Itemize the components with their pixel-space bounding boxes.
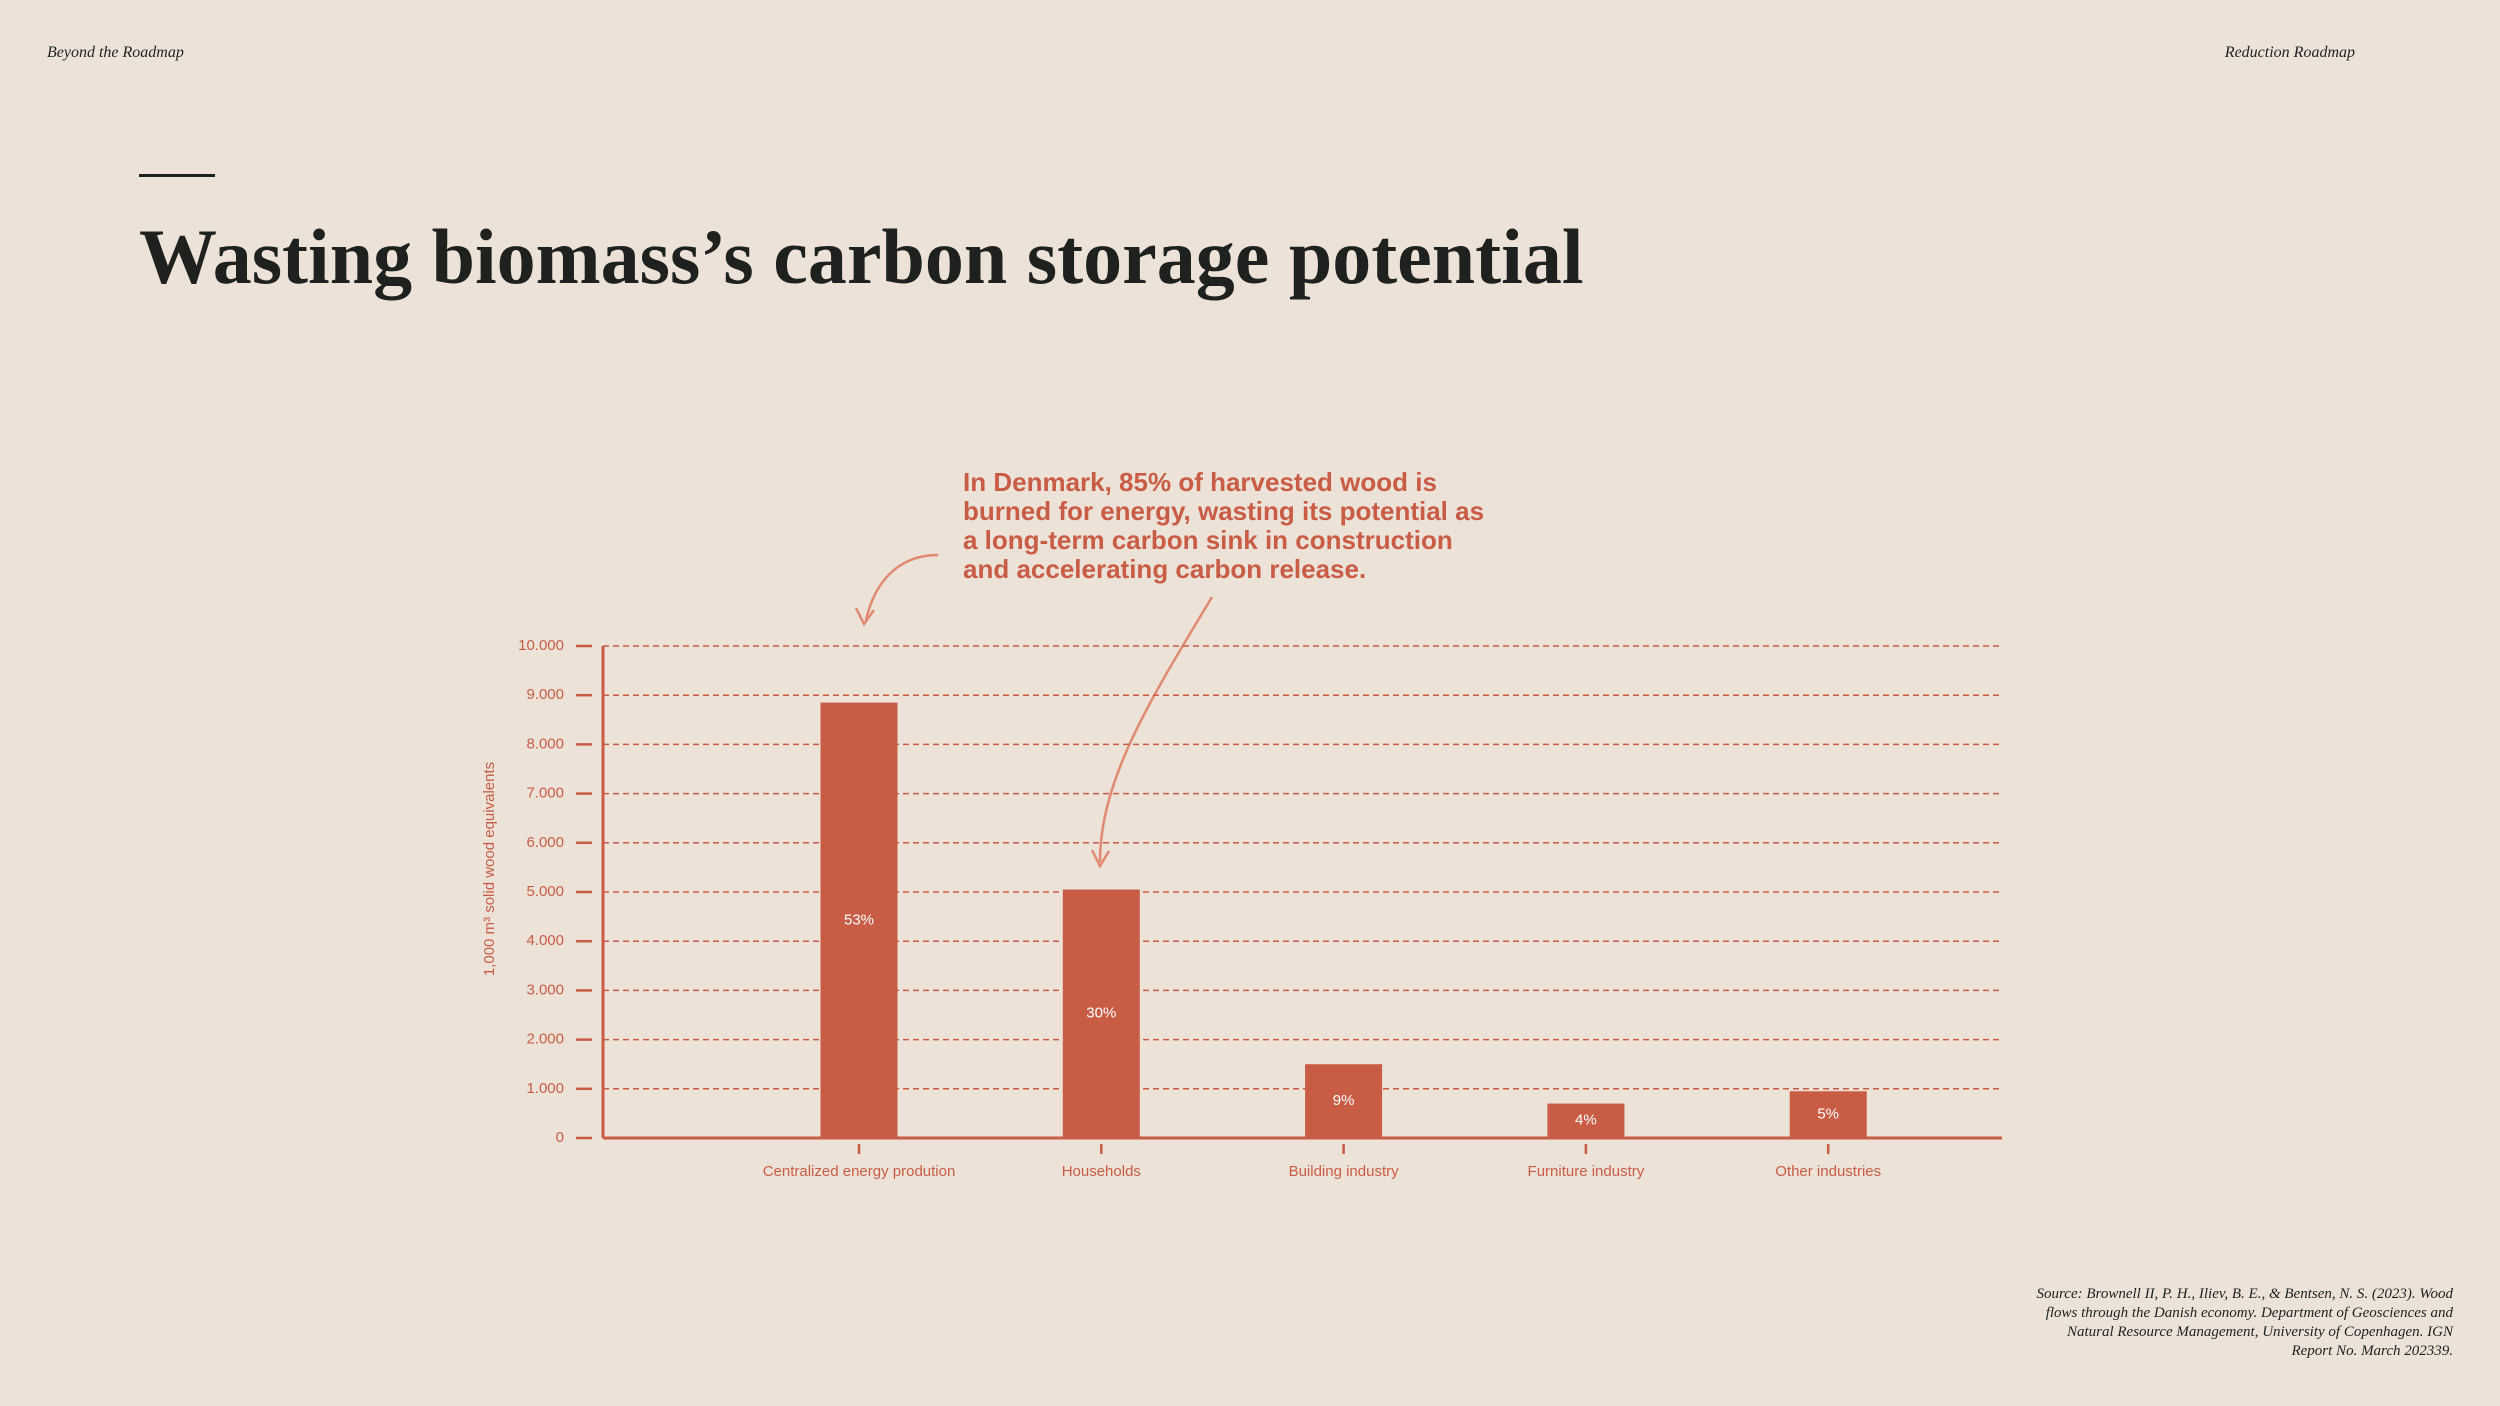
y-tick-label: 8.000: [526, 735, 564, 752]
header-left: Beyond the Roadmap: [47, 44, 184, 61]
title-dash: [139, 174, 215, 177]
source: Source: Brownell II, P. H., Iliev, B. E.…: [2036, 1286, 2453, 1359]
value-label: 9%: [1333, 1092, 1355, 1109]
x-tick-label: Centralized energy prodution: [763, 1163, 956, 1180]
arrow-head: [854, 607, 876, 627]
y-tick-label: 9.000: [526, 686, 564, 703]
y-tick-label: 1.000: [526, 1080, 564, 1097]
y-tick-label: 7.000: [526, 785, 564, 802]
bar: [1789, 1091, 1867, 1138]
arrow: [1098, 596, 1214, 863]
y-tick-label: 4.000: [526, 932, 564, 949]
y-axis-label: 1,000 m³ solid wood equivalents: [481, 762, 498, 976]
arrow-head: [1090, 849, 1111, 869]
x-tick-label: Households: [1062, 1163, 1141, 1180]
value-label: 53%: [844, 911, 874, 928]
y-tick-label: 2.000: [526, 1031, 564, 1048]
x-tick-label: Building industry: [1289, 1163, 1400, 1180]
value-label: 30%: [1086, 1005, 1116, 1022]
bar: [820, 702, 898, 1138]
y-tick-label: 5.000: [526, 883, 564, 900]
title: Wasting biomass’s carbon storage potenti…: [139, 213, 1584, 300]
arrow: [864, 553, 939, 621]
bar: [1062, 889, 1140, 1138]
x-tick-label: Other industries: [1775, 1163, 1881, 1180]
x-tick-label: Furniture industry: [1528, 1163, 1645, 1180]
annotation: In Denmark, 85% of harvested wood is bur…: [963, 467, 1485, 584]
value-label: 5%: [1817, 1106, 1839, 1123]
y-tick-label: 10.000: [518, 637, 564, 654]
y-tick-label: 0: [556, 1129, 564, 1146]
bar: [1305, 1064, 1383, 1138]
value-label: 4%: [1575, 1112, 1597, 1129]
y-tick-label: 6.000: [526, 834, 564, 851]
y-tick-label: 3.000: [526, 981, 564, 998]
header-right: Reduction Roadmap: [2224, 44, 2355, 61]
bar: [1547, 1103, 1625, 1138]
